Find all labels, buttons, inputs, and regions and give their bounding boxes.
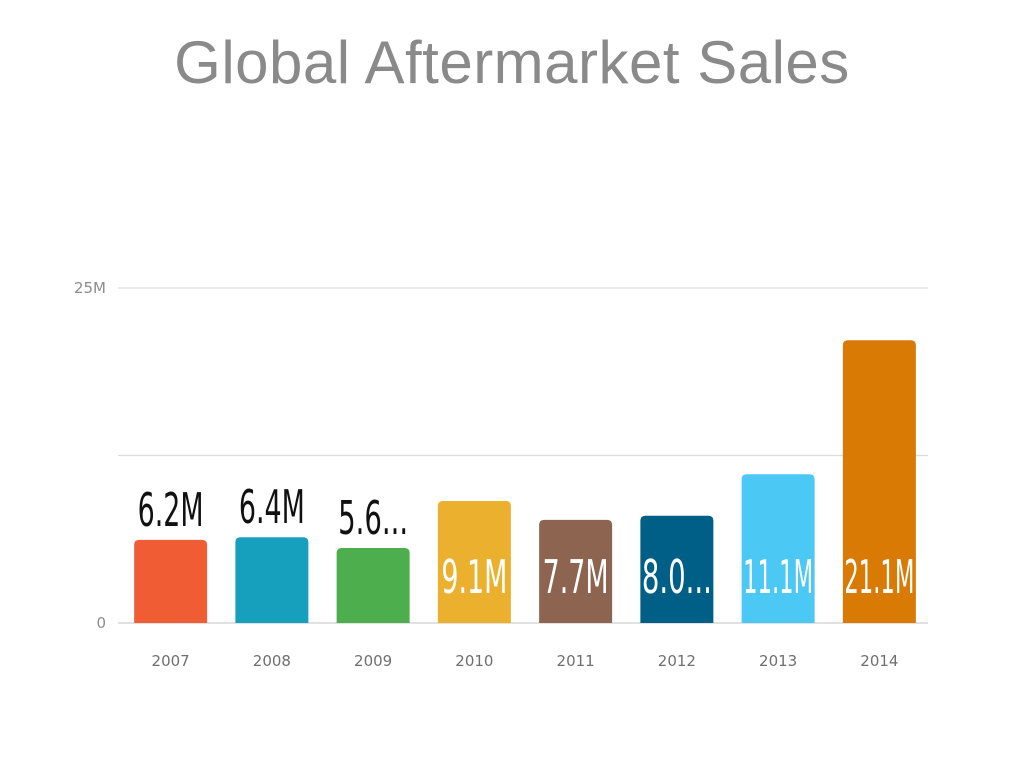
x-tick-label: 2007 [152,652,190,670]
x-tick-label: 2014 [860,652,898,670]
bar-2009 [336,547,410,623]
data-label-2008: 6.4M [239,480,305,534]
x-tick-label: 2011 [557,652,595,670]
data-label-2007: 6.2M [138,483,204,537]
data-label-2009: 5.6... [338,491,408,545]
data-label-2013: 11.1M [743,550,813,604]
x-tick-label: 2009 [354,652,392,670]
bar-2008 [235,537,309,623]
bar-2010 [437,501,511,623]
bar-2011 [539,519,613,623]
y-axis-ticks: 0 25M [74,279,106,632]
data-label-2014: 21.1M [844,550,914,604]
data-label-2011: 7.7M [543,550,609,604]
bars [134,340,916,623]
data-label-2012: 8.0... [642,550,712,604]
y-tick-label: 25M [74,279,106,297]
x-tick-label: 2013 [759,652,797,670]
data-labels: 6.2M 6.4M 5.6... 9.1M 7.7M 8.0... 11.1M 21.1M [138,480,915,604]
chart-title: Global Aftermarket Sales [174,29,850,96]
x-tick-label: 2010 [455,652,493,670]
data-label-2010: 9.1M [441,550,507,604]
bar-2014 [842,340,916,623]
bar-2012 [640,515,714,623]
x-tick-label: 2008 [253,652,291,670]
x-tick-label: 2012 [658,652,696,670]
x-axis-ticks: 2007 2008 2009 2010 2011 2012 2013 2014 [152,652,899,670]
bar-2007 [134,539,208,623]
bar-2013 [741,474,815,623]
y-tick-label: 0 [96,614,106,632]
